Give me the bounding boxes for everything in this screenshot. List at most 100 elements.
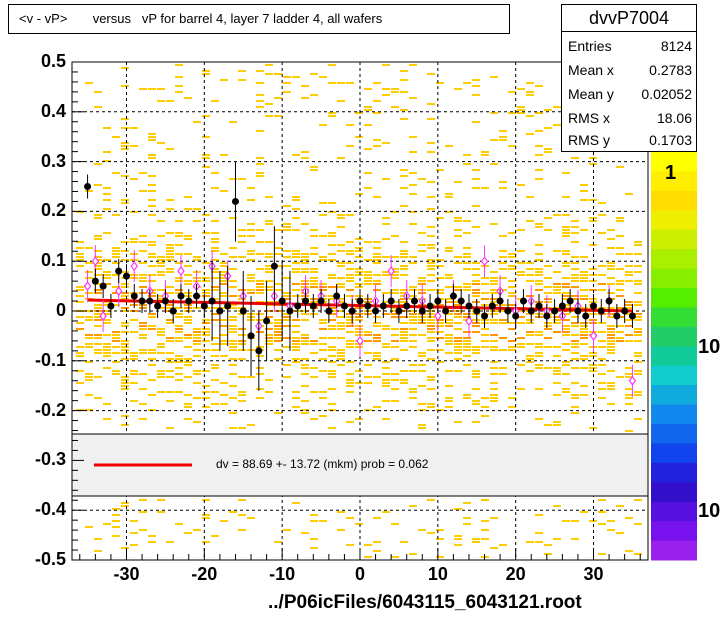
heatmap-cell	[364, 376, 372, 378]
heatmap-cell	[625, 430, 633, 432]
heatmap-cell	[148, 241, 156, 243]
heatmap-cell	[148, 352, 156, 354]
heatmap-cell	[139, 172, 147, 174]
heatmap-cell	[427, 310, 435, 312]
heatmap-cell	[580, 511, 588, 513]
heatmap-cell	[625, 340, 633, 342]
heatmap-cell	[184, 418, 192, 420]
heatmap-cell	[103, 151, 111, 153]
heatmap-cell	[598, 388, 606, 390]
heatmap-cell	[94, 352, 102, 354]
heatmap-cell	[481, 406, 489, 408]
heatmap-cell	[301, 283, 309, 285]
heatmap-cell	[148, 313, 156, 315]
heatmap-cell	[499, 310, 507, 312]
heatmap-cell	[436, 529, 444, 531]
heatmap-cell	[247, 277, 255, 279]
heatmap-cell	[166, 358, 174, 360]
heatmap-cell	[562, 229, 570, 231]
heatmap-cell	[328, 211, 336, 213]
profile-point	[309, 302, 317, 310]
heatmap-cell	[571, 295, 579, 297]
heatmap-cell	[166, 100, 174, 102]
heatmap-cell	[355, 316, 363, 318]
heatmap-cell	[112, 508, 120, 510]
heatmap-cell	[103, 283, 111, 285]
heatmap-cell	[130, 355, 138, 357]
stat-value: 8124	[660, 38, 692, 54]
heatmap-cell	[562, 313, 570, 315]
heatmap-cell	[184, 238, 192, 240]
heatmap-cell	[463, 316, 471, 318]
heatmap-cell	[391, 388, 399, 390]
heatmap-cell	[166, 250, 174, 252]
heatmap-cell	[364, 124, 372, 126]
heatmap-cell	[139, 292, 147, 294]
heatmap-cell	[76, 289, 84, 291]
heatmap-cell	[157, 328, 165, 330]
heatmap-cell	[526, 94, 534, 96]
heatmap-cell	[310, 301, 318, 303]
heatmap-cell	[562, 214, 570, 216]
heatmap-cell	[157, 499, 165, 501]
heatmap-cell	[148, 280, 156, 282]
heatmap-cell	[175, 367, 183, 369]
heatmap-cell	[544, 109, 552, 111]
heatmap-cell	[121, 325, 129, 327]
heatmap-cell	[346, 295, 354, 297]
color-scale-segment	[651, 462, 697, 483]
heatmap-cell	[364, 274, 372, 276]
heatmap-cell	[598, 373, 606, 375]
heatmap-cell	[157, 391, 165, 393]
heatmap-cell	[103, 319, 111, 321]
heatmap-cell	[184, 316, 192, 318]
heatmap-cell	[175, 289, 183, 291]
heatmap-cell	[625, 265, 633, 267]
heatmap-cell	[193, 382, 201, 384]
heatmap-cell	[112, 337, 120, 339]
heatmap-cell	[625, 403, 633, 405]
heatmap-cell	[454, 217, 462, 219]
heatmap-cell	[202, 157, 210, 159]
heatmap-cell	[103, 418, 111, 420]
heatmap-cell	[409, 391, 417, 393]
heatmap-cell	[193, 121, 201, 123]
heatmap-cell	[634, 373, 642, 375]
heatmap-cell	[139, 373, 147, 375]
heatmap-cell	[220, 79, 228, 81]
heatmap-cell	[553, 283, 561, 285]
heatmap-cell	[265, 241, 273, 243]
heatmap-cell	[508, 397, 516, 399]
heatmap-cell	[220, 277, 228, 279]
heatmap-cell	[499, 337, 507, 339]
heatmap-cell	[130, 241, 138, 243]
heatmap-cell	[202, 385, 210, 387]
heatmap-cell	[427, 226, 435, 228]
heatmap-cell	[634, 340, 642, 342]
heatmap-cell	[85, 373, 93, 375]
heatmap-cell	[85, 379, 93, 381]
heatmap-cell	[238, 343, 246, 345]
color-scale-segment	[651, 540, 697, 561]
heatmap-cell	[274, 412, 282, 414]
heatmap-cell	[598, 346, 606, 348]
heatmap-cell	[517, 274, 525, 276]
heatmap-cell	[409, 397, 417, 399]
heatmap-cell	[103, 160, 111, 162]
heatmap-cell	[301, 253, 309, 255]
heatmap-cell	[562, 292, 570, 294]
heatmap-cell	[337, 298, 345, 300]
heatmap-cell	[427, 208, 435, 210]
heatmap-cell	[121, 271, 129, 273]
heatmap-cell	[589, 301, 597, 303]
heatmap-cell	[292, 196, 300, 198]
heatmap-cell	[373, 376, 381, 378]
heatmap-cell	[301, 280, 309, 282]
heatmap-cell	[121, 298, 129, 300]
heatmap-cell	[247, 424, 255, 426]
heatmap-cell	[463, 82, 471, 84]
heatmap-cell	[103, 322, 111, 324]
heatmap-cell	[526, 358, 534, 360]
heatmap-cell	[463, 523, 471, 525]
heatmap-cell	[337, 82, 345, 84]
